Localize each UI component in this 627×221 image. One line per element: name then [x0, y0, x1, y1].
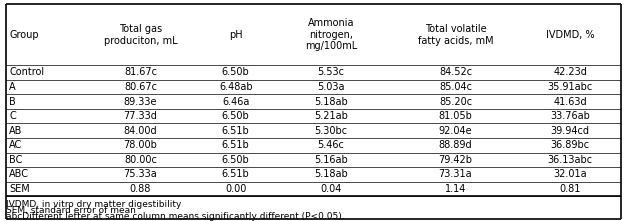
Text: 6.50b: 6.50b	[222, 111, 250, 121]
Text: 5.53c: 5.53c	[317, 67, 344, 77]
Text: 85.20c: 85.20c	[439, 97, 472, 107]
Text: Group: Group	[9, 30, 39, 40]
Text: 84.00d: 84.00d	[124, 126, 157, 136]
Text: 80.67c: 80.67c	[124, 82, 157, 92]
Text: 5.21ab: 5.21ab	[314, 111, 348, 121]
Text: 6.46a: 6.46a	[222, 97, 250, 107]
Text: 1.14: 1.14	[445, 184, 466, 194]
Text: 5.16ab: 5.16ab	[314, 155, 348, 165]
Text: 85.04c: 85.04c	[439, 82, 472, 92]
Text: abcDifferent letter at same column means significantly different (P<0.05).: abcDifferent letter at same column means…	[6, 212, 345, 221]
Text: BC: BC	[9, 155, 23, 165]
Text: 5.03a: 5.03a	[317, 82, 345, 92]
Text: IVDMD, in vitro dry matter digestibility: IVDMD, in vitro dry matter digestibility	[6, 200, 182, 209]
Text: SEM: SEM	[9, 184, 30, 194]
Text: A: A	[9, 82, 16, 92]
Text: 88.89d: 88.89d	[439, 140, 472, 150]
Text: 80.00c: 80.00c	[124, 155, 157, 165]
Text: 42.23d: 42.23d	[553, 67, 587, 77]
Text: AB: AB	[9, 126, 23, 136]
Text: 5.18ab: 5.18ab	[314, 97, 348, 107]
Text: 6.51b: 6.51b	[222, 140, 250, 150]
Text: 79.42b: 79.42b	[438, 155, 473, 165]
Text: 32.01a: 32.01a	[554, 170, 587, 179]
Text: ABC: ABC	[9, 170, 29, 179]
Text: 78.00b: 78.00b	[124, 140, 157, 150]
Text: 5.46c: 5.46c	[317, 140, 344, 150]
Text: 0.04: 0.04	[320, 184, 342, 194]
Text: 6.51b: 6.51b	[222, 126, 250, 136]
Text: 6.50b: 6.50b	[222, 155, 250, 165]
Text: 0.81: 0.81	[559, 184, 581, 194]
Text: 5.18ab: 5.18ab	[314, 170, 348, 179]
Text: Total volatile
fatty acids, mM: Total volatile fatty acids, mM	[418, 24, 493, 46]
Text: 77.33d: 77.33d	[124, 111, 157, 121]
Text: C: C	[9, 111, 16, 121]
Text: 39.94cd: 39.94cd	[551, 126, 589, 136]
Text: IVDMD, %: IVDMD, %	[546, 30, 594, 40]
Text: 73.31a: 73.31a	[439, 170, 472, 179]
Text: 84.52c: 84.52c	[439, 67, 472, 77]
Text: 75.33a: 75.33a	[124, 170, 157, 179]
Text: 33.76ab: 33.76ab	[551, 111, 590, 121]
Text: 89.33e: 89.33e	[124, 97, 157, 107]
Text: 36.89bc: 36.89bc	[551, 140, 590, 150]
Text: 92.04e: 92.04e	[439, 126, 472, 136]
Text: 6.50b: 6.50b	[222, 67, 250, 77]
Text: pH: pH	[229, 30, 243, 40]
Text: AC: AC	[9, 140, 23, 150]
Text: 81.67c: 81.67c	[124, 67, 157, 77]
Text: Control: Control	[9, 67, 45, 77]
Text: 41.63d: 41.63d	[554, 97, 587, 107]
Text: 5.30bc: 5.30bc	[314, 126, 347, 136]
Text: SEM, standard error of mean: SEM, standard error of mean	[6, 206, 136, 215]
Text: 35.91abc: 35.91abc	[547, 82, 593, 92]
Text: 81.05b: 81.05b	[438, 111, 472, 121]
Text: B: B	[9, 97, 16, 107]
Text: 0.00: 0.00	[225, 184, 246, 194]
Text: Ammonia
nitrogen,
mg/100mL: Ammonia nitrogen, mg/100mL	[305, 18, 357, 51]
Text: 36.13abc: 36.13abc	[547, 155, 593, 165]
Text: 6.51b: 6.51b	[222, 170, 250, 179]
Text: Total gas
produciton, mL: Total gas produciton, mL	[103, 24, 177, 46]
Text: 0.88: 0.88	[130, 184, 151, 194]
Text: 6.48ab: 6.48ab	[219, 82, 253, 92]
